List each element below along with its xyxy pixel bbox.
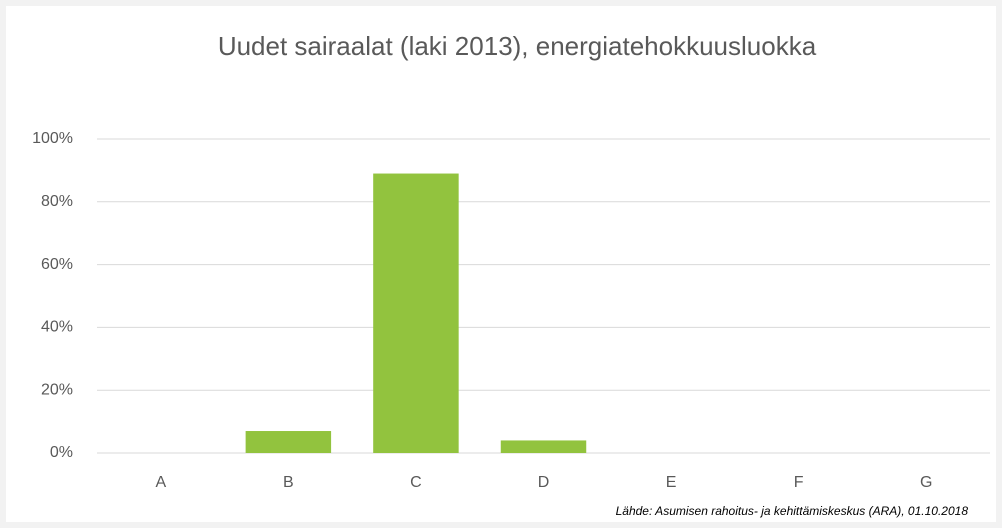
x-tick-label: C [410, 474, 422, 491]
chart-background [6, 6, 996, 522]
source-note: Lähde: Asumisen rahoitus- ja kehittämisk… [616, 504, 969, 518]
bar [373, 173, 459, 454]
y-tick-label: 80% [41, 193, 73, 210]
x-tick-label: B [283, 474, 294, 491]
chart-title: Uudet sairaalat (laki 2013), energiateho… [218, 31, 817, 61]
y-tick-label: 0% [50, 444, 73, 461]
y-tick-label: 100% [32, 130, 73, 147]
bar [500, 440, 587, 453]
x-tick-label: E [666, 474, 677, 491]
y-tick-label: 60% [41, 256, 73, 273]
y-tick-label: 40% [41, 319, 73, 336]
bar [245, 431, 332, 453]
x-tick-label: A [155, 474, 166, 491]
y-tick-label: 20% [41, 381, 73, 398]
x-tick-label: G [920, 474, 932, 491]
x-tick-label: F [794, 474, 804, 491]
x-tick-label: D [538, 474, 550, 491]
